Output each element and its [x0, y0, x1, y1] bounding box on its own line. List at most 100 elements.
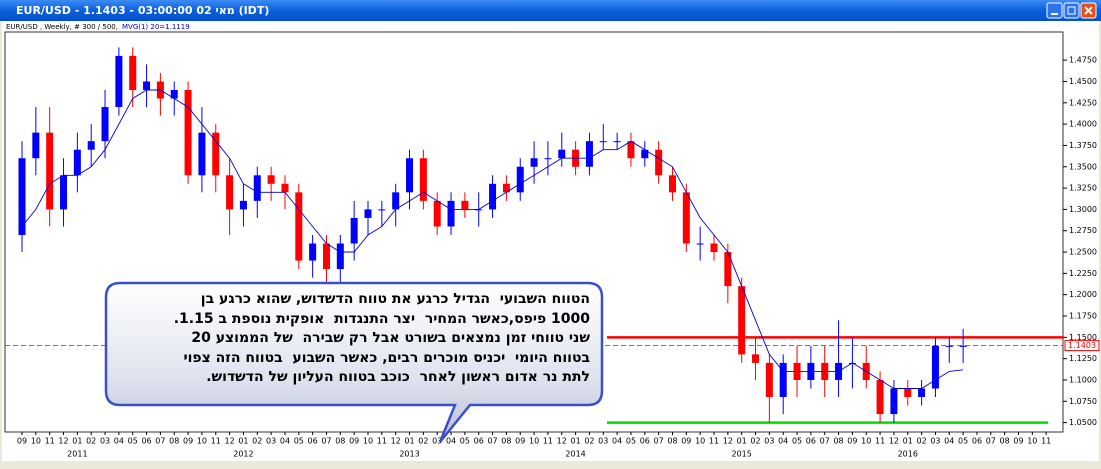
x-tick-label: 11 — [1041, 437, 1051, 446]
maximize-button[interactable] — [1063, 2, 1080, 19]
x-tick-label: 01 — [72, 437, 82, 446]
candle-body — [364, 209, 372, 218]
close-icon — [1084, 6, 1093, 15]
y-tick-label: 1.1500 — [1069, 333, 1097, 342]
y-tick-label: 1.4500 — [1069, 77, 1097, 86]
x-tick-label: 10 — [861, 437, 871, 446]
window-title: EUR/USD - 1.1403 - 03:00:00 02 מאי (IDT) — [16, 4, 269, 17]
x-tick-label: 11 — [543, 437, 553, 446]
x-tick-label: 10 — [197, 437, 207, 446]
x-tick-label: 08 — [501, 437, 511, 446]
candle-body — [350, 217, 358, 244]
x-tick-label: 04 — [114, 437, 124, 446]
speech-bubble — [104, 281, 604, 443]
x-tick-label: 07 — [321, 437, 331, 446]
candle-body — [904, 388, 912, 398]
candle-body — [613, 141, 621, 143]
x-tick-label: 07 — [986, 437, 996, 446]
price-label: 1.1403 — [1068, 341, 1096, 350]
x-tick-label: 02 — [418, 437, 428, 446]
x-tick-label: 04 — [778, 437, 788, 446]
x-tick-label: 03 — [930, 437, 940, 446]
candle-body — [585, 141, 593, 167]
annotation-line: בטווח היומי יכניס מוכרים רבים, כאשר השבו… — [183, 349, 590, 366]
candle-body — [392, 192, 400, 210]
candle-body — [890, 388, 898, 415]
x-tick-label: 08 — [667, 437, 677, 446]
y-tick-label: 1.3500 — [1069, 162, 1097, 171]
candle-body — [433, 200, 441, 227]
candle-body — [502, 183, 510, 193]
x-tick-label: 11 — [377, 437, 387, 446]
candle-body — [475, 209, 483, 211]
x-tick-label: 10 — [363, 437, 373, 446]
x-tick-label: 04 — [944, 437, 954, 446]
x-tick-label: 09 — [1013, 437, 1023, 446]
annotation: הטווח השבועי הגדיל כרגע את טווח הדשדוש, … — [118, 290, 590, 388]
x-tick-label: 03 — [432, 437, 442, 446]
candle-body — [779, 362, 787, 398]
candle-body — [918, 388, 926, 398]
year-label: 2014 — [565, 450, 585, 459]
x-tick-label: 10 — [31, 437, 41, 446]
candle-body — [655, 149, 663, 176]
annotation-line: לתת נר אדום ראשון לאחר כוכב בטווח העליון… — [206, 369, 590, 385]
candle-body — [959, 345, 967, 347]
annotation-line: הטווח השבועי הגדיל כרגע את טווח הדשדוש, … — [200, 291, 590, 307]
x-tick-label: 02 — [750, 437, 760, 446]
y-tick-label: 1.1000 — [1069, 375, 1097, 384]
candle-body — [212, 132, 220, 176]
x-tick-label: 06 — [972, 437, 982, 446]
y-tick-label: 1.2250 — [1069, 269, 1097, 278]
candle-body — [184, 89, 192, 176]
maximize-icon — [1067, 6, 1076, 15]
x-tick-label: 01 — [571, 437, 581, 446]
x-tick-label: 07 — [487, 437, 497, 446]
x-tick-label: 02 — [252, 437, 262, 446]
candle-body — [101, 107, 109, 142]
candle-body — [419, 158, 427, 201]
candle-body — [516, 166, 524, 193]
x-tick-label: 07 — [654, 437, 664, 446]
indicator-label: MVG(1) 20=1.1119 — [122, 23, 190, 31]
x-tick-label: 06 — [806, 437, 816, 446]
x-tick-label: 12 — [889, 437, 899, 446]
x-tick-label: 07 — [820, 437, 830, 446]
candle-body — [945, 345, 953, 347]
candle-body — [115, 55, 123, 108]
year-label: 2012 — [233, 450, 253, 459]
x-tick-label: 12 — [391, 437, 401, 446]
x-tick-label: 10 — [1027, 437, 1037, 446]
candle-body — [253, 175, 261, 201]
candle-body — [60, 175, 68, 210]
candle-body — [143, 81, 151, 90]
y-tick-label: 1.1250 — [1069, 354, 1097, 363]
minimize-button[interactable] — [1046, 2, 1063, 19]
candle-body — [267, 175, 275, 184]
candle-body — [641, 149, 649, 159]
annotation-line: שני טווחי זמן נמצאים בשורט אבל רק שבירה … — [191, 330, 590, 346]
y-tick-label: 1.3250 — [1069, 184, 1097, 193]
x-tick-label: 10 — [695, 437, 705, 446]
x-tick-label: 09 — [183, 437, 193, 446]
x-tick-label: 06 — [474, 437, 484, 446]
x-tick-label: 03 — [764, 437, 774, 446]
x-tick-label: 06 — [141, 437, 151, 446]
candle-body — [46, 132, 54, 210]
x-tick-label: 07 — [155, 437, 165, 446]
y-tick-label: 1.4000 — [1069, 120, 1097, 129]
candle-body — [710, 243, 718, 253]
x-tick-label: 09 — [681, 437, 691, 446]
x-tick-label: 01 — [903, 437, 913, 446]
x-tick-label: 11 — [45, 437, 55, 446]
candle-body — [170, 89, 178, 99]
x-tick-label: 01 — [737, 437, 747, 446]
y-tick-label: 1.3750 — [1069, 141, 1097, 150]
title-bar — [0, 0, 1101, 21]
x-tick-label: 12 — [225, 437, 235, 446]
candle-body — [18, 158, 26, 235]
x-tick-label: 02 — [86, 437, 96, 446]
x-tick-label: 10 — [529, 437, 539, 446]
